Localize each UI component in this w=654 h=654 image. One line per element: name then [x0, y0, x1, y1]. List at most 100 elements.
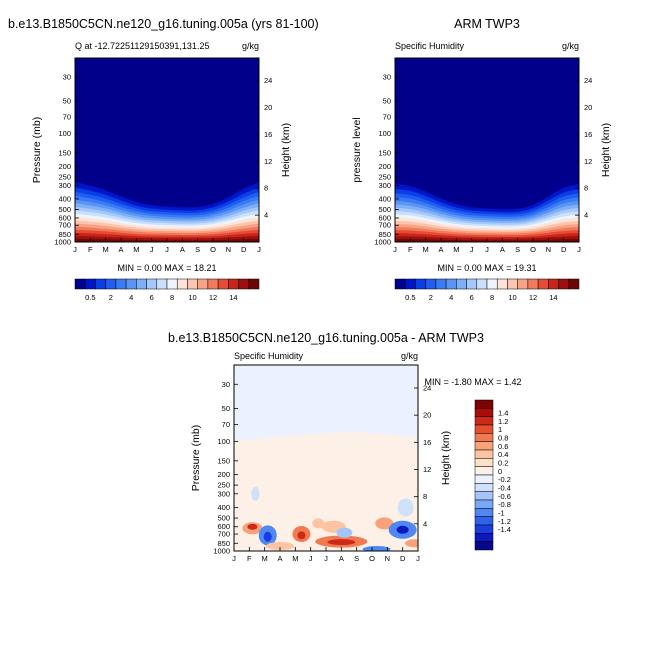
colorbar-swatch	[404, 278, 416, 290]
height-tick-label: 20	[423, 411, 431, 420]
panel1-ylabel: Pressure (mb)	[31, 117, 43, 184]
colorbar-swatch	[507, 278, 518, 290]
colorbar-label: 10	[508, 293, 516, 302]
colorbar-label: 14	[549, 293, 557, 302]
height-tick-label: 8	[264, 184, 268, 193]
month-tick-label: J	[73, 245, 77, 254]
month-tick-label: A	[118, 245, 123, 254]
month-tick-label: M	[453, 245, 459, 254]
pressure-tick-label: 150	[217, 456, 230, 465]
colorbar-swatch	[156, 278, 168, 290]
panel1-colorbar-labels: 0.5 2 4 6 8 10 12 14	[85, 293, 238, 302]
pressure-tick-label: 100	[217, 437, 230, 446]
panel2-stats: MIN = 0.00 MAX = 19.31	[437, 263, 536, 273]
pressure-tick-label: 500	[378, 205, 391, 214]
colorbar-swatch	[248, 278, 260, 290]
panel3-variable-label: Specific Humidity	[234, 351, 304, 361]
pressure-tick-label: 850	[378, 230, 391, 239]
colorbar-label: 0.2	[498, 459, 508, 468]
colorbar-swatch	[474, 533, 494, 542]
colorbar-label: 2	[429, 293, 433, 302]
diff-anomaly-region	[396, 525, 409, 534]
panel3-ylabel-right: Height (km)	[440, 431, 452, 485]
colorbar-swatch	[125, 278, 137, 290]
pressure-tick-label: 200	[58, 162, 71, 171]
colorbar-swatch	[474, 416, 494, 426]
panel2-contour-field	[395, 58, 579, 242]
colorbar-swatch	[415, 278, 426, 290]
colorbar-swatch	[105, 278, 117, 290]
colorbar-swatch	[207, 278, 219, 290]
pressure-tick-label: 600	[378, 213, 391, 222]
height-tick-label: 4	[264, 211, 268, 220]
diff-anomaly-region	[375, 517, 394, 530]
month-tick-label: J	[470, 245, 474, 254]
pressure-tick-label: 700	[217, 530, 230, 539]
diff-anomaly-region	[312, 518, 325, 529]
height-tick-label: 16	[423, 438, 431, 447]
month-tick-label: D	[561, 245, 567, 254]
pressure-tick-label: 250	[58, 172, 71, 181]
pressure-tick-label: 150	[58, 148, 71, 157]
pressure-tick-label: 300	[378, 181, 391, 190]
month-tick-label: N	[546, 245, 551, 254]
month-tick-label: A	[180, 245, 185, 254]
colorbar-swatch	[435, 278, 447, 290]
diff-anomaly-region	[404, 539, 418, 548]
diff-anomaly-region	[251, 486, 260, 501]
month-tick-label: J	[232, 554, 236, 563]
month-tick-label: J	[324, 554, 328, 563]
panel3-ylabel: Pressure (mb)	[190, 425, 202, 492]
colorbar-label: 0.8	[498, 434, 508, 443]
month-tick-label: D	[241, 245, 247, 254]
colorbar-label: -1.4	[498, 525, 511, 534]
month-tick-label: F	[408, 245, 413, 254]
pressure-tick-label: 600	[58, 213, 71, 222]
colorbar-swatch	[548, 278, 559, 290]
panel3-colorbar	[474, 399, 494, 551]
colorbar-label: 10	[188, 293, 196, 302]
month-tick-label: M	[133, 245, 139, 254]
diff-anomaly-region	[263, 531, 272, 542]
colorbar-swatch	[95, 278, 106, 290]
month-tick-label: S	[195, 245, 200, 254]
colorbar-label: 0.5	[85, 293, 95, 302]
colorbar-swatch	[474, 424, 494, 434]
month-tick-label: D	[400, 554, 406, 563]
month-tick-label: A	[339, 554, 344, 563]
colorbar-swatch	[474, 508, 494, 517]
month-tick-label: M	[292, 554, 298, 563]
pressure-tick-label: 50	[63, 97, 71, 106]
colorbar-label: 0	[498, 467, 502, 476]
pressure-tick-label: 400	[217, 503, 230, 512]
panel1-colorbar	[74, 278, 260, 290]
colorbar-label: 4	[449, 293, 453, 302]
month-tick-label: A	[438, 245, 443, 254]
pressure-tick-label: 200	[217, 470, 230, 479]
colorbar-label: -0.8	[498, 500, 511, 509]
panel1-units: g/kg	[242, 41, 259, 51]
pressure-tick-label: 250	[378, 172, 391, 181]
panel2-ylabel: pressure level	[351, 117, 363, 182]
pressure-tick-label: 500	[217, 514, 230, 523]
month-tick-label: J	[257, 245, 261, 254]
colorbar-label: 12	[209, 293, 217, 302]
colorbar-swatch	[568, 278, 580, 290]
month-tick-label: J	[309, 554, 313, 563]
month-tick-label: N	[385, 554, 390, 563]
height-tick-label: 4	[584, 211, 588, 220]
height-tick-label: 12	[264, 157, 272, 166]
colorbar-swatch	[146, 278, 158, 290]
panel3-height-axis: 24 20 16 12 8 4	[414, 383, 431, 528]
colorbar-swatch	[466, 278, 478, 290]
panel3-contour-field	[234, 365, 418, 551]
colorbar-label: 8	[170, 293, 174, 302]
diff-anomaly-region	[297, 531, 306, 540]
colorbar-swatch	[228, 278, 239, 290]
colorbar-swatch	[474, 399, 494, 409]
colorbar-label: 1.4	[498, 409, 508, 418]
colorbar-swatch	[74, 278, 86, 290]
month-tick-label: J	[485, 245, 489, 254]
